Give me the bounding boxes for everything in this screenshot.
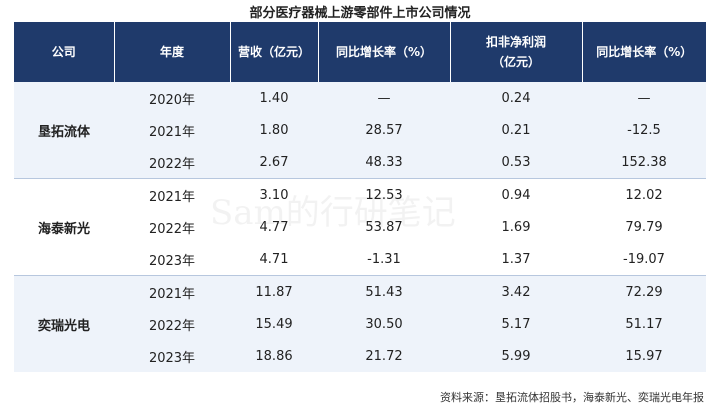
header-cell: 营收（亿元） <box>230 22 319 82</box>
company-cell: 奕瑞光电 <box>14 275 114 372</box>
table-row: 2021年 1.80 28.57 0.21 -12.5 <box>14 114 706 146</box>
table-row: 2022年 15.49 30.50 5.17 51.17 <box>14 308 706 340</box>
table-body: 垦拓流体 2020年 1.40—0.24—2021年 1.80 28.57 0.21 -12… <box>14 82 706 372</box>
table-cell: — <box>318 82 450 114</box>
header-cell: 公司 <box>14 22 115 82</box>
table-cell: 5.99 <box>450 340 582 372</box>
table-cell: -19.07 <box>623 251 665 267</box>
table-cell: 1.40 <box>230 82 318 114</box>
table-cell: 2023年 <box>114 340 230 372</box>
table-cell: 30.50 <box>318 308 450 340</box>
table-cell: 2022年 <box>148 221 196 237</box>
table-cell: -1.31 <box>367 251 401 267</box>
header-line: （亿元） <box>491 55 540 69</box>
table-cell: 152.38 <box>582 146 706 179</box>
table-cell: 51.17 <box>582 308 706 340</box>
table-cell: 12.53 <box>318 178 450 211</box>
table-cell: 4.77 <box>259 219 289 235</box>
table-cell: 72.29 <box>582 275 706 308</box>
table-cell: 48.33 <box>318 146 450 179</box>
table-row: 海泰新光 2021年 3.10 12.53 0.94 12.02 <box>14 178 706 276</box>
table-cell: 1.80 <box>230 114 318 146</box>
table-row: 2023年 18.86 21.72 5.99 15.97 <box>14 340 706 372</box>
table-row: 奕瑞光电 2021年 11.87 51.43 3.42 72.29 <box>14 275 706 372</box>
table-cell: 15.49 <box>230 308 318 340</box>
table-cell: 2021年 <box>114 178 230 211</box>
table-cell: 2020年 <box>114 82 230 114</box>
table-cell: -12.5 <box>582 114 706 146</box>
source-note: 资料来源：垦拓流体招股书，海泰新光、奕瑞光电年报 <box>440 391 704 404</box>
table-cell: 21.72 <box>318 340 450 372</box>
table-row: 垦拓流体 2020年 1.40—0.24— <box>14 82 706 179</box>
company-cell: 垦拓流体 <box>14 82 114 179</box>
table-cell: 18.86 <box>230 340 318 372</box>
table-cell: 2022年 <box>114 308 230 340</box>
table-cell: 2022年 <box>114 146 230 179</box>
table-row: 2022年 2.67 48.33 0.53 152.38 <box>14 146 706 179</box>
header-line: 扣非净利润 <box>485 35 546 49</box>
header-cell: 同比增长率（%） <box>318 22 451 82</box>
table-cell: 15.97 <box>582 340 706 372</box>
table-cell: 2021年 <box>114 275 230 308</box>
table-cell: 2023年 <box>148 253 196 269</box>
table-cell: — <box>582 82 706 114</box>
table-cell: 79.79 <box>625 219 663 235</box>
watermark: Sam的行研笔记 <box>210 193 456 233</box>
table-title: 部分医疗器械上游零部件上市公司情况 <box>249 6 471 21</box>
table-cell: 5.17 <box>450 308 582 340</box>
table-cell: 53.87 <box>365 219 403 235</box>
table-cell: 3.42 <box>450 275 582 308</box>
table-row: 2023年 4.71 -1.31 1.37 -19.07 <box>14 243 706 276</box>
header-row: 公司 年度 营收（亿元） 同比增长率（%） 扣非净利润 （亿元） 同比增长率（%） <box>14 22 706 82</box>
table-cell: 12.02 <box>582 178 706 211</box>
table-cell: 0.24 <box>450 82 582 114</box>
company-cell: 海泰新光 <box>14 178 114 276</box>
data-table: 公司 年度 营收（亿元） 同比增长率（%） 扣非净利润 （亿元） 同比增长率（%） 垦拓流体… <box>14 22 706 372</box>
header-cell: 扣非净利润 （亿元） <box>450 22 583 82</box>
table-cell: 28.57 <box>318 114 450 146</box>
table-cell: 51.43 <box>318 275 450 308</box>
header-cell: 同比增长率（%） <box>582 22 706 82</box>
table-cell: 2021年 <box>114 114 230 146</box>
table-cell: 0.94 <box>450 178 582 211</box>
table-cell: 3.10 <box>230 178 318 211</box>
table-cell: 2.67 <box>230 146 318 179</box>
table-row: 2022年 4.77 53.87 1.69 79.79 <box>14 211 706 243</box>
table-cell: 11.87 <box>230 275 318 308</box>
table-cell: 1.37 <box>501 251 531 267</box>
table-cell: 0.21 <box>450 114 582 146</box>
table-cell: 0.53 <box>450 146 582 179</box>
header-cell: 年度 <box>114 22 231 82</box>
table-cell: 4.71 <box>259 251 289 267</box>
table-cell: 1.69 <box>501 219 531 235</box>
